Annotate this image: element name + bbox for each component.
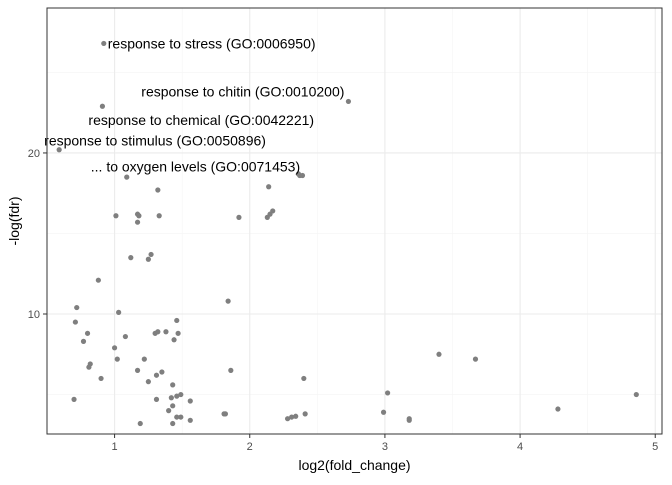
data-point bbox=[555, 406, 561, 412]
data-point bbox=[178, 391, 184, 398]
point-annotation: response to chitin (GO:0010200) bbox=[141, 83, 344, 99]
data-point bbox=[74, 304, 80, 311]
x-tick-label: 3 bbox=[382, 441, 388, 453]
data-point bbox=[145, 379, 151, 385]
data-point bbox=[289, 414, 295, 420]
data-point bbox=[80, 338, 87, 344]
data-point bbox=[84, 330, 91, 336]
data-point bbox=[178, 414, 184, 420]
data-point bbox=[436, 351, 442, 357]
data-point bbox=[406, 416, 412, 422]
data-point bbox=[95, 277, 101, 283]
y-axis-title: -log(fdr) bbox=[6, 196, 22, 245]
data-point bbox=[299, 172, 306, 179]
data-point bbox=[225, 298, 231, 304]
data-point bbox=[302, 411, 308, 417]
data-point bbox=[116, 309, 122, 316]
data-point bbox=[174, 393, 180, 399]
data-point bbox=[170, 403, 176, 409]
data-point bbox=[171, 337, 177, 343]
data-point bbox=[136, 213, 142, 219]
data-point bbox=[98, 375, 104, 382]
data-point bbox=[301, 375, 307, 382]
data-point bbox=[159, 369, 165, 375]
data-point bbox=[156, 213, 162, 219]
data-point bbox=[293, 413, 299, 419]
data-point bbox=[163, 329, 169, 335]
data-point bbox=[56, 147, 62, 153]
data-point bbox=[153, 396, 160, 402]
point-annotation: response to chemical (GO:0042221) bbox=[88, 112, 314, 128]
data-point bbox=[145, 256, 151, 262]
data-point bbox=[284, 416, 291, 422]
data-point bbox=[472, 356, 479, 362]
data-point bbox=[124, 174, 130, 180]
data-point bbox=[187, 417, 193, 423]
data-point bbox=[141, 356, 147, 362]
data-point bbox=[128, 255, 134, 261]
data-point bbox=[111, 345, 118, 351]
x-axis-title: log2(fold_change) bbox=[298, 457, 410, 473]
data-point bbox=[174, 317, 180, 324]
panel-border bbox=[46, 7, 663, 435]
data-point bbox=[380, 409, 387, 415]
x-tick-label: 2 bbox=[247, 441, 253, 453]
data-point bbox=[228, 367, 234, 373]
data-point bbox=[270, 208, 276, 214]
x-tick-label: 4 bbox=[517, 441, 523, 453]
y-tick-label: 10 bbox=[28, 309, 40, 321]
data-point bbox=[155, 187, 161, 193]
data-point bbox=[166, 408, 172, 414]
y-tick-label: 20 bbox=[28, 148, 40, 160]
point-annotation: response to stress (GO:0006950) bbox=[108, 35, 316, 51]
data-point bbox=[187, 398, 193, 404]
x-tick-label: 1 bbox=[112, 441, 118, 453]
data-point bbox=[174, 414, 180, 420]
data-point bbox=[155, 329, 161, 335]
data-point bbox=[168, 395, 174, 401]
data-point bbox=[86, 364, 92, 370]
data-point bbox=[153, 372, 160, 378]
data-point bbox=[633, 391, 639, 398]
annotations: response to stress (GO:0006950) response … bbox=[44, 35, 344, 174]
axes: 1 2 3 4 5 10 20 bbox=[28, 148, 659, 453]
data-points bbox=[56, 40, 639, 427]
data-point bbox=[114, 356, 120, 362]
x-tick-label: 5 bbox=[652, 441, 658, 453]
data-point bbox=[170, 420, 176, 427]
data-point bbox=[222, 411, 229, 417]
point-annotation: response to stimulus (GO:0050896) bbox=[44, 133, 266, 149]
data-point bbox=[122, 333, 128, 340]
data-point bbox=[170, 382, 176, 388]
data-point bbox=[236, 214, 242, 220]
data-point bbox=[148, 251, 154, 258]
data-point bbox=[134, 367, 141, 373]
grid bbox=[46, 8, 662, 434]
point-annotation: ... to oxygen levels (GO:0071453) bbox=[91, 159, 300, 175]
data-point bbox=[134, 219, 141, 225]
data-point bbox=[101, 40, 107, 47]
data-point bbox=[345, 98, 352, 105]
data-point bbox=[266, 184, 272, 190]
data-point bbox=[72, 319, 78, 325]
data-point bbox=[137, 420, 143, 427]
data-point bbox=[175, 330, 181, 336]
data-point bbox=[99, 103, 106, 109]
data-point bbox=[385, 390, 391, 396]
data-point bbox=[113, 213, 119, 219]
data-point bbox=[71, 396, 77, 402]
